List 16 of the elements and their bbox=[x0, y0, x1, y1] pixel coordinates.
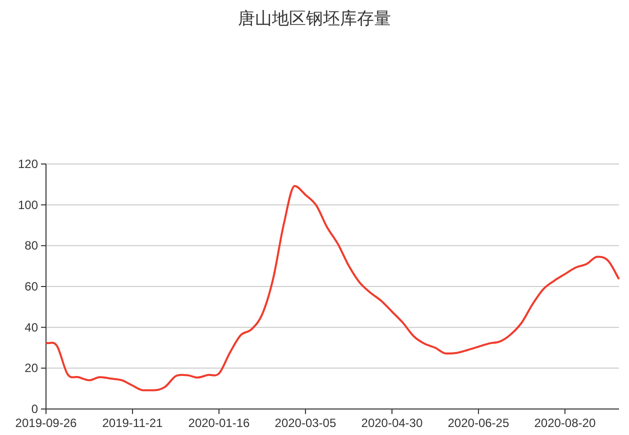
y-tick-label: 20 bbox=[24, 361, 38, 376]
chart-title: 唐山地区钢坯库存量 bbox=[238, 9, 391, 28]
x-tick-label: 2020-03-05 bbox=[274, 416, 336, 430]
line-series bbox=[45, 185, 620, 392]
y-tick-label: 0 bbox=[31, 402, 38, 416]
x-tick-label: 2020-01-16 bbox=[188, 416, 250, 430]
y-tick-label: 60 bbox=[24, 280, 38, 294]
y-tick-label: 80 bbox=[24, 238, 38, 253]
x-tick-label: 2020-04-30 bbox=[361, 416, 423, 430]
y-tick-label: 100 bbox=[18, 198, 38, 212]
x-tick-label: 2020-06-25 bbox=[448, 416, 510, 430]
x-tick-label: 2020-08-20 bbox=[534, 416, 596, 430]
y-tick-label: 120 bbox=[18, 157, 38, 171]
y-tick-label: 40 bbox=[24, 320, 38, 334]
x-tick-label: 2019-11-21 bbox=[102, 416, 164, 430]
x-tick-label: 2019-09-26 bbox=[15, 416, 78, 430]
